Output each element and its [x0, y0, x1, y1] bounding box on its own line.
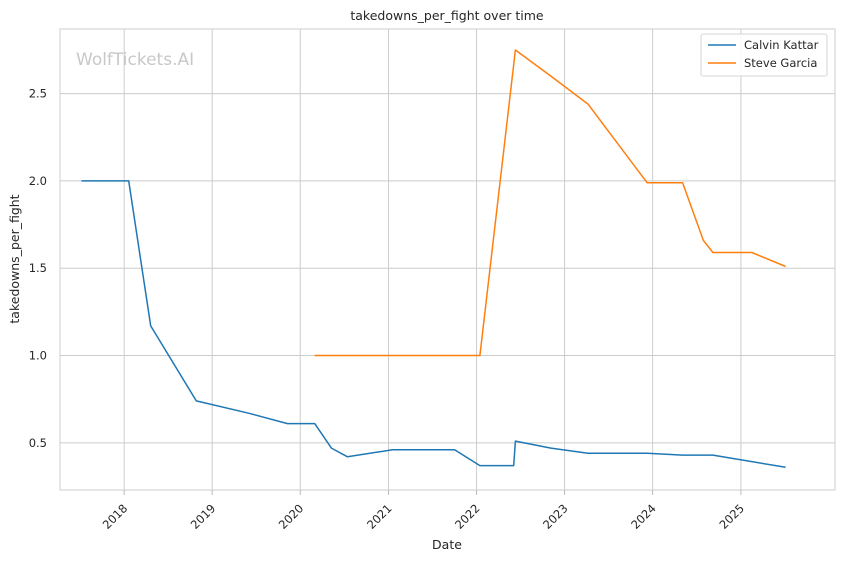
x-tick-label: 2025 [716, 501, 747, 532]
legend: Calvin Kattar Steve Garcia [700, 33, 828, 77]
x-tick-label: 2021 [364, 501, 395, 532]
plot-frame [59, 28, 836, 491]
legend-label: Steve Garcia [744, 56, 817, 70]
chart-title: takedowns_per_fight over time [350, 8, 544, 23]
legend-label: Calvin Kattar [744, 38, 819, 52]
x-tick-label: 2022 [452, 501, 483, 532]
x-axis-label: Date [432, 537, 462, 552]
series-line-calvin-kattar [81, 180, 786, 469]
x-tick-label: 2024 [628, 501, 659, 532]
y-tick-label: 1.5 [29, 261, 47, 275]
series-layer [81, 49, 786, 469]
x-tick-label: 2019 [188, 501, 219, 532]
series-line-steve-garcia [314, 49, 786, 357]
x-tick-label: 2018 [100, 501, 131, 532]
watermark: WolfTickets.AI [76, 50, 194, 70]
y-tick-label: 0.5 [29, 436, 47, 450]
x-axis-ticks: 2018 2019 2020 2021 2022 2023 2024 2025 [100, 490, 747, 532]
y-axis-ticks: 0.5 1.0 1.5 2.0 2.5 [29, 87, 47, 450]
y-tick-label: 2.5 [29, 87, 47, 101]
x-tick-label: 2023 [540, 501, 571, 532]
y-tick-label: 1.0 [29, 349, 47, 363]
grid [60, 29, 835, 490]
y-tick-label: 2.0 [29, 174, 47, 188]
y-axis-label: takedowns_per_fight [7, 194, 22, 323]
x-tick-label: 2020 [276, 501, 307, 532]
